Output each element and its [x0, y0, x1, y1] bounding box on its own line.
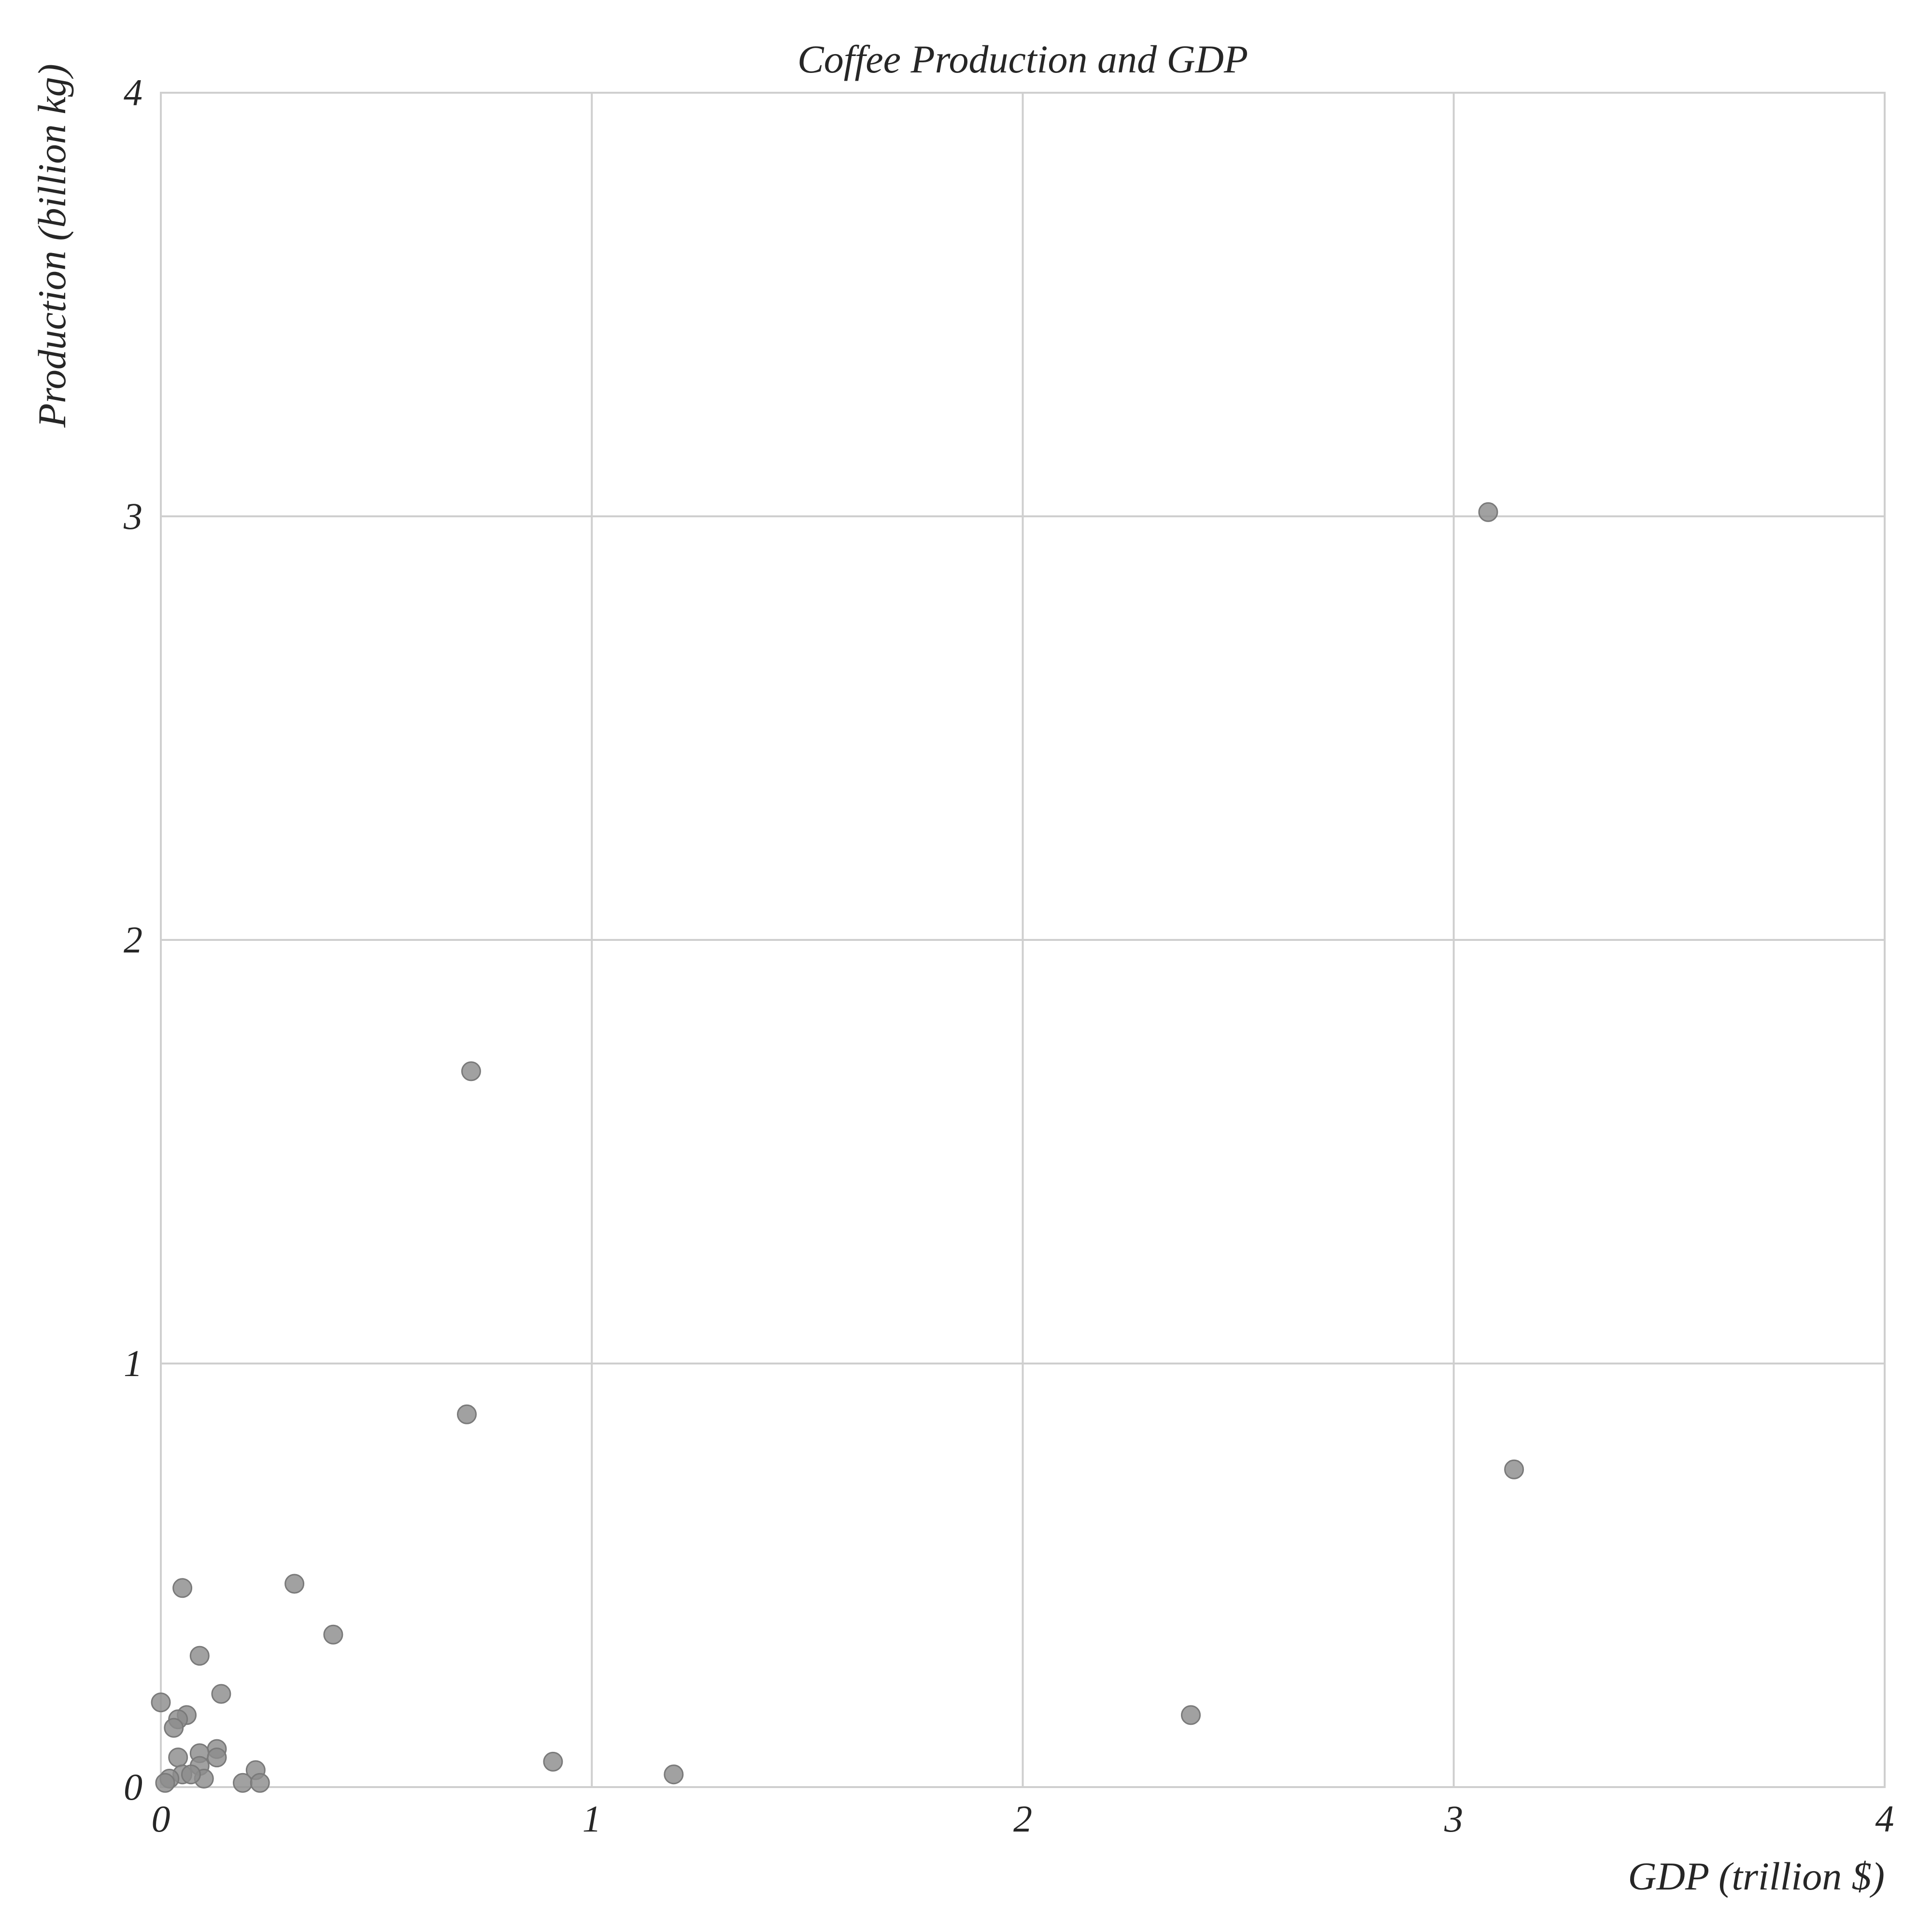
scatter-point: [250, 1773, 270, 1793]
scatter-point: [323, 1624, 343, 1645]
scatter-point: [164, 1718, 184, 1738]
scatter-point: [664, 1764, 684, 1785]
scatter-point: [172, 1578, 193, 1598]
scatter-point: [284, 1574, 305, 1594]
x-tick-label: 0: [152, 1798, 170, 1840]
scatter-point: [155, 1773, 175, 1793]
y-tick-label: 4: [124, 71, 142, 114]
scatter-point: [461, 1061, 481, 1081]
y-tick-label: 2: [124, 919, 142, 961]
scatter-point: [181, 1764, 201, 1785]
scatter-point: [233, 1773, 253, 1793]
x-tick-label: 1: [582, 1798, 601, 1840]
y-tick-label: 1: [124, 1342, 142, 1384]
x-tick-label: 2: [1013, 1798, 1032, 1840]
scatter-point: [456, 1404, 477, 1424]
scatter-point: [211, 1684, 231, 1704]
tick-labels: 0 1 2 3 4 0 1 2 3 4: [123, 71, 1894, 1840]
scatter-point: [1504, 1459, 1524, 1479]
x-axis-label: GDP (trillion $): [1628, 1854, 1885, 1898]
x-tick-label: 4: [1875, 1798, 1894, 1840]
scatter-point: [168, 1747, 188, 1768]
plot-frame: [160, 92, 1886, 1788]
chart-title: Coffee Production and GDP: [797, 37, 1248, 81]
scatter-point: [207, 1747, 227, 1768]
scatter-point: [1180, 1705, 1201, 1725]
y-tick-label: 3: [123, 495, 142, 537]
scatter-point: [543, 1751, 563, 1772]
data-points: [151, 502, 1524, 1793]
y-axis-label: Production (billion kg): [30, 64, 74, 428]
scatter-point: [151, 1692, 171, 1713]
x-tick-label: 3: [1444, 1798, 1463, 1840]
scatter-point: [189, 1646, 210, 1666]
y-tick-label: 0: [124, 1766, 142, 1808]
grid-lines: [160, 92, 1886, 1788]
scatter-point: [1478, 502, 1498, 522]
